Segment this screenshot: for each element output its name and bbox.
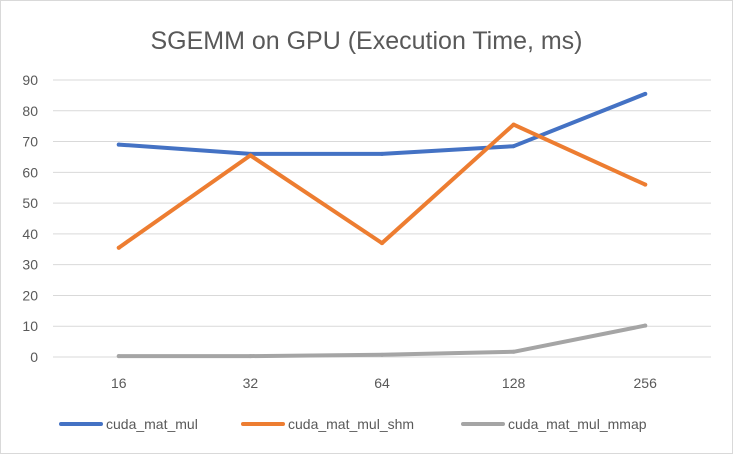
legend-label: cuda_mat_mul_mmap [508,416,647,432]
y-tick-label: 80 [22,103,38,119]
data-point-cuda_mat_mul_shm-64 [380,241,384,246]
chart-title: SGEMM on GPU (Execution Time, ms) [150,27,582,55]
y-axis-ticks: 0 10 20 30 40 50 60 70 80 90 [22,72,38,365]
y-tick-label: 30 [22,257,38,273]
x-tick-label: 256 [634,375,658,391]
series-lines [116,91,648,359]
data-point-cuda_mat_mul_mmap-128 [511,349,516,354]
x-tick-label: 16 [111,375,127,391]
data-point-cuda_mat_mul_mmap-64 [380,352,384,357]
data-point-cuda_mat_mul_mmap-32 [248,354,253,359]
data-point-cuda_mat_mul_mmap-16 [116,354,121,359]
legend-label: cuda_mat_mul [106,416,198,432]
series-line-cuda_mat_mul_mmap [116,323,648,359]
x-tick-label: 64 [374,375,390,391]
y-tick-label: 0 [30,349,38,365]
data-point-cuda_mat_mul-128 [511,144,516,149]
x-tick-label: 128 [502,375,526,391]
y-tick-label: 90 [22,72,38,88]
data-point-cuda_mat_mul-256 [643,91,648,96]
data-point-cuda_mat_mul-64 [380,151,384,156]
y-tick-label: 60 [22,164,38,180]
data-point-cuda_mat_mul_shm-32 [248,153,253,158]
legend-item-cuda_mat_mul_shm: cuda_mat_mul_shm [241,416,414,432]
y-tick-label: 10 [22,318,38,334]
x-tick-label: 32 [243,375,259,391]
x-axis-ticks: 16 32 64 128 256 [111,375,657,391]
legend-item-cuda_mat_mul: cuda_mat_mul [59,416,198,432]
data-point-cuda_mat_mul_shm-16 [116,245,121,250]
gridlines [53,79,711,358]
series-line-cuda_mat_mul [116,91,648,156]
y-tick-label: 20 [22,287,38,303]
data-point-cuda_mat_mul_mmap-256 [643,323,648,328]
data-point-cuda_mat_mul_shm-128 [511,122,516,127]
legend-item-cuda_mat_mul_mmap: cuda_mat_mul_mmap [461,416,647,432]
legend: cuda_mat_mul cuda_mat_mul_shm cuda_mat_mul… [59,416,647,432]
y-tick-label: 40 [22,226,38,242]
legend-label: cuda_mat_mul_shm [288,416,414,432]
data-point-cuda_mat_mul-16 [116,142,121,147]
data-point-cuda_mat_mul_shm-256 [643,182,648,187]
series-line-cuda_mat_mul_shm [116,122,648,250]
y-tick-label: 50 [22,195,38,211]
y-tick-label: 70 [22,134,38,150]
